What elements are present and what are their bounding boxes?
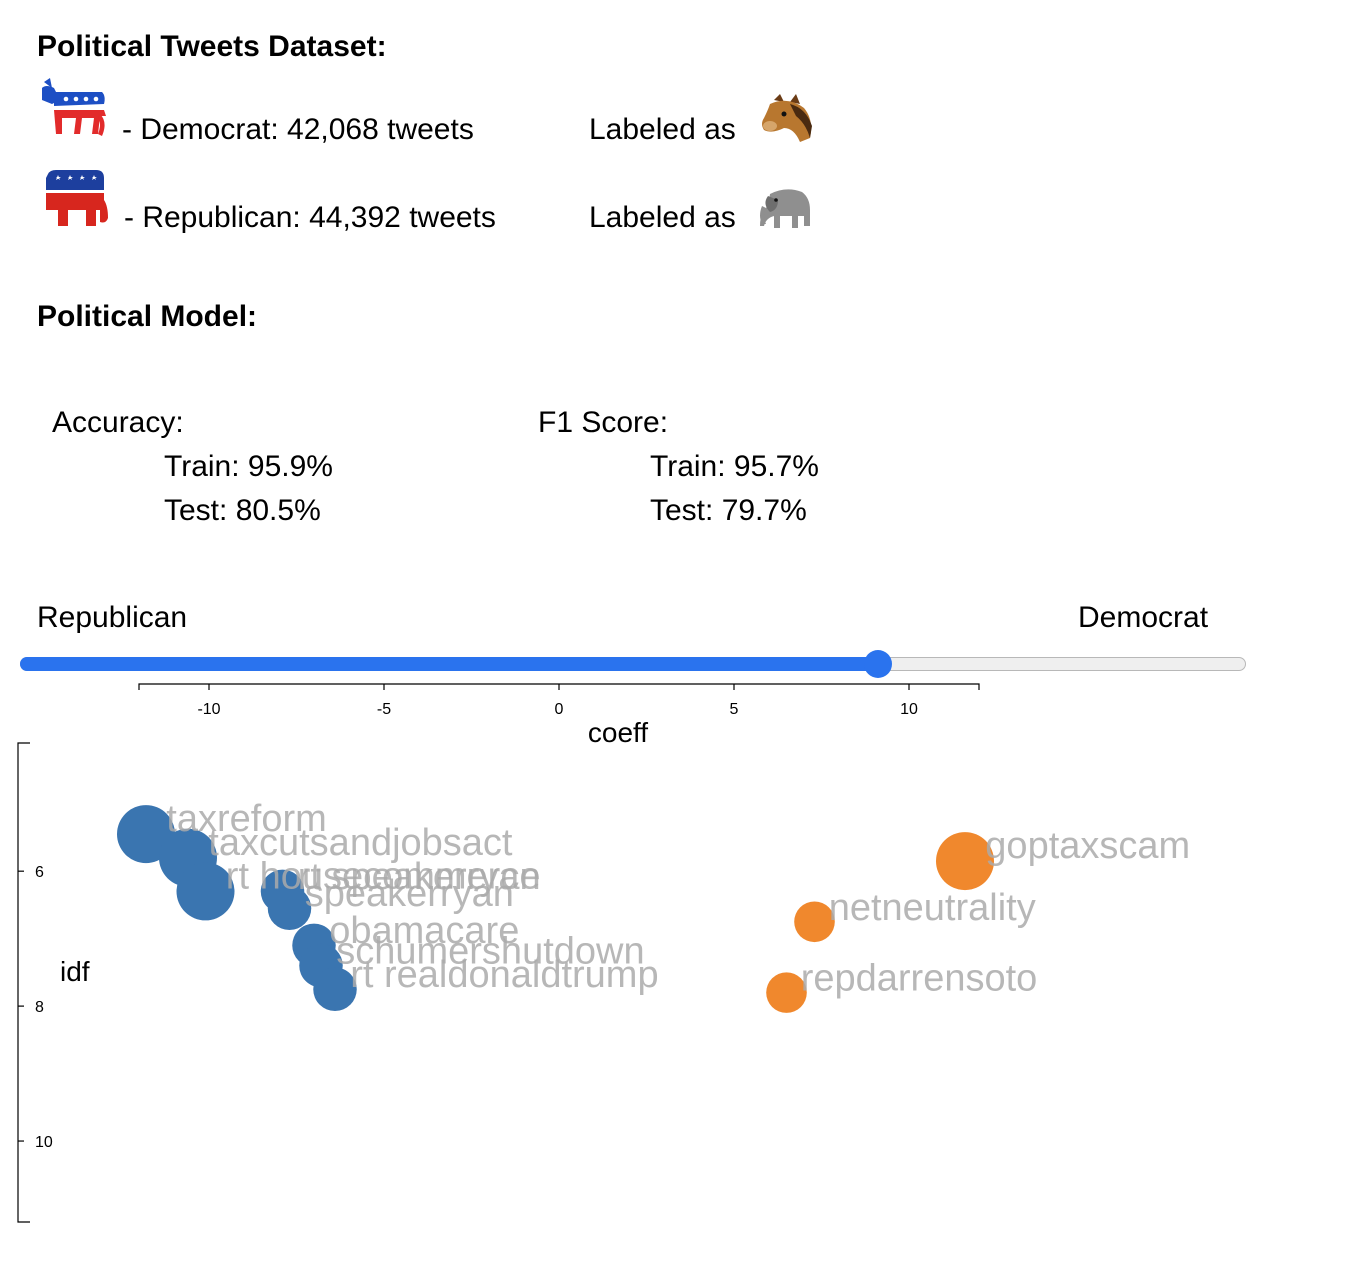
x-tick-label: 5 [730, 701, 739, 718]
elephant-icon [758, 186, 812, 235]
y-axis-line [17, 742, 30, 1223]
republican-labeled-as: Labeled as [589, 201, 736, 234]
accuracy-test: Test: 80.5% [164, 494, 321, 527]
republican-tweet-count: - Republican: 44,392 tweets [124, 201, 496, 234]
point-label: taxreform [166, 798, 326, 840]
data-point [766, 972, 807, 1013]
point-label: taxcutsandjobsact [208, 822, 513, 864]
y-tick-label: 8 [35, 999, 44, 1016]
data-point [267, 886, 312, 931]
x-tick-label: -5 [377, 701, 391, 718]
accuracy-train: Train: 95.9% [164, 450, 333, 483]
f1-label: F1 Score: [538, 406, 669, 439]
point-label: goptaxscam [985, 825, 1190, 867]
point-label: netneutrality [829, 887, 1036, 929]
democrat-labeled-as: Labeled as [589, 113, 736, 146]
y-axis-label: idf [60, 956, 90, 987]
data-point [936, 832, 994, 891]
x-tick-label: -10 [197, 701, 220, 718]
accuracy-label: Accuracy: [52, 406, 184, 439]
democrat-tweet-count: - Democrat: 42,068 tweets [122, 113, 474, 146]
point-label: rt speakerryan [298, 856, 541, 898]
point-label: rt realdonaldtrump [350, 954, 658, 996]
f1-train: Train: 95.7% [650, 450, 819, 483]
slider-thumb[interactable] [864, 650, 893, 678]
f1-test: Test: 79.7% [650, 494, 807, 527]
point-label: schumershutdown [336, 930, 644, 972]
model-title: Political Model: [37, 300, 258, 333]
data-point [176, 862, 235, 921]
slider-fill [20, 657, 879, 671]
point-label: speakerryan [305, 873, 514, 915]
democrat-donkey-icon [40, 78, 108, 145]
data-point [313, 967, 357, 1011]
x-tick-label: 10 [900, 701, 918, 718]
republican-elephant-icon [42, 170, 110, 233]
x-axis-label: coeff [588, 717, 648, 748]
horse-face-icon [760, 94, 814, 149]
point-label: repdarrensoto [801, 958, 1038, 1000]
slider-right-label: Democrat [1078, 601, 1209, 634]
x-tick-label: 0 [555, 701, 564, 718]
point-label: obamacare [329, 910, 519, 952]
y-tick-label: 6 [35, 864, 44, 881]
data-point [794, 901, 835, 943]
y-tick-label: 10 [35, 1134, 53, 1151]
point-label: rt housecommerce [226, 856, 541, 898]
slider-left-label: Republican [37, 601, 188, 634]
dataset-title: Political Tweets Dataset: [37, 30, 387, 63]
scatter-chart: -10 -5 0 5 10 coeff 6 8 10 idf taxreformtaxcutsand… [17, 683, 1190, 1223]
